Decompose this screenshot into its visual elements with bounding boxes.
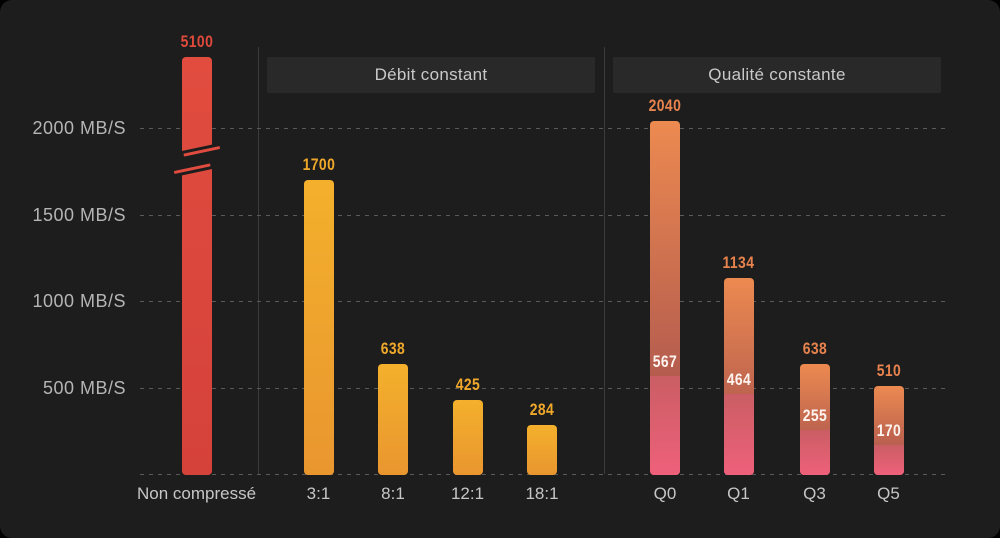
y-gridline (140, 387, 950, 389)
bar-value-label: 1134 (722, 252, 755, 272)
bar-3-1 (303, 179, 334, 475)
inner-value-label: 170 (876, 420, 901, 440)
inner-value-label: 255 (802, 405, 827, 425)
bar-value-label: 425 (455, 375, 480, 395)
y-axis-label: 500 MB/S (42, 377, 126, 398)
bar-8-1 (378, 363, 408, 475)
y-gridline (140, 128, 950, 129)
bar-value-label: 638 (380, 338, 406, 358)
bar-inner-segment (723, 393, 754, 475)
group-header-debit-constant: Débit constant (267, 57, 595, 93)
bar-12-1 (452, 400, 483, 475)
y-axis-label: 1000 MB/S (32, 291, 126, 311)
x-tick-label: 8:1 (381, 484, 405, 503)
y-axis-label: 2000 MB/S (32, 118, 126, 138)
y-gridline (140, 214, 950, 216)
inner-value-label: 567 (652, 351, 678, 371)
bar-value-label: 1700 (302, 154, 335, 174)
x-tick-label: 18:1 (525, 484, 559, 503)
x-tick-label: Non compressé (136, 484, 257, 503)
y-axis-label: 1500 MB/S (32, 204, 126, 225)
x-tick-label: Q0 (653, 484, 677, 503)
bar-18-1 (527, 424, 557, 475)
group-divider-left (258, 47, 259, 474)
inner-value-label: 464 (726, 369, 751, 389)
bar-value-label: 2040 (648, 96, 682, 116)
group-header-qualite-constante: Qualité constante (613, 57, 941, 93)
x-tick-label: Q3 (803, 484, 826, 503)
bar-value-label: 5100 (180, 32, 213, 51)
bar-inner-segment (650, 375, 680, 475)
group-divider-right (604, 47, 605, 474)
bar-value-label: 284 (529, 399, 555, 419)
x-tick-label: 3:1 (306, 484, 331, 503)
y-gridline (140, 301, 950, 302)
bar-inner-segment (873, 444, 904, 475)
bar-value-label: 638 (802, 338, 827, 358)
x-tick-label: 12:1 (450, 484, 485, 503)
bar-inner-segment (799, 429, 830, 475)
x-tick-label: Q5 (877, 484, 900, 503)
bar-value-label: 510 (876, 360, 901, 380)
bar-non-compress- (181, 57, 212, 475)
x-tick-label: Q1 (727, 484, 750, 503)
